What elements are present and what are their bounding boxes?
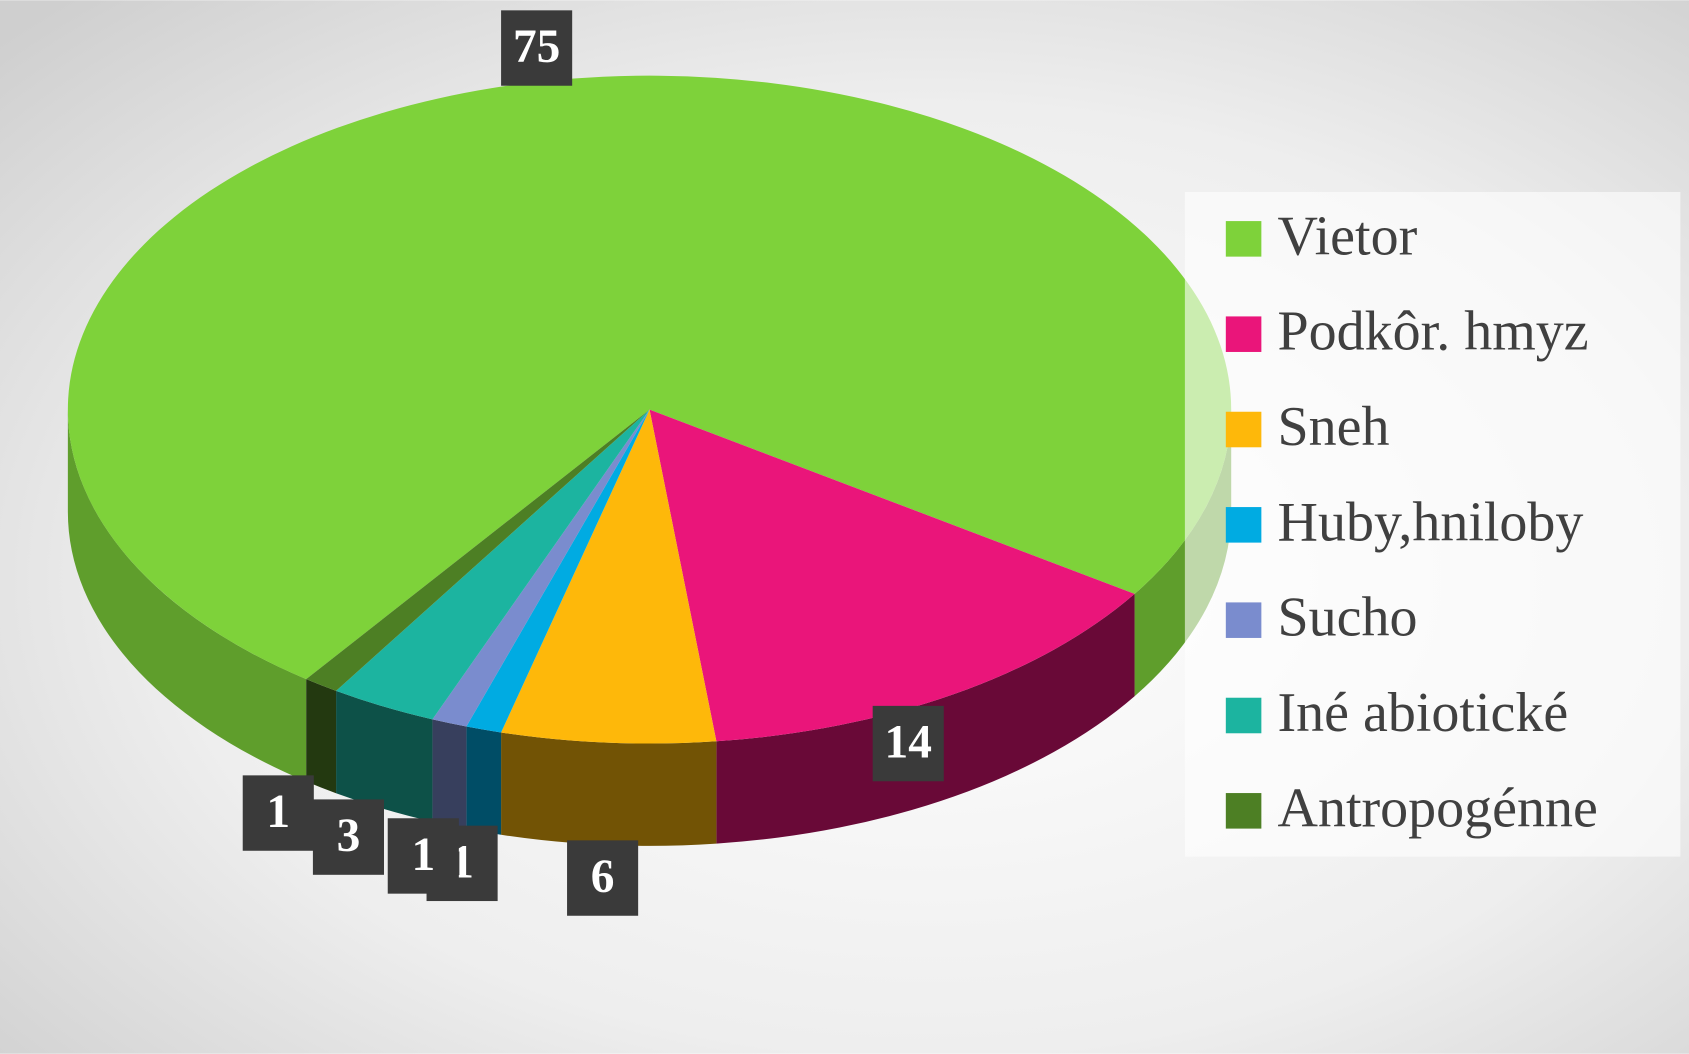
pie-slice [306,409,650,691]
legend-label: Sneh [1278,396,1390,458]
data-label: 1 [411,829,435,881]
data-label: 3 [337,810,361,862]
data-label-box [387,818,459,894]
data-label: 1 [266,786,290,838]
pie-slice [466,409,650,733]
legend-swatch [1225,316,1262,352]
pie-slice [336,409,650,720]
legend-swatch [1225,507,1262,543]
data-label-box [567,840,639,916]
legend-label: Iné abiotické [1278,682,1569,744]
legend: Vietor Podkôr. hmyz Sneh Huby,hniloby Sucho I… [1225,205,1598,839]
pie-side [336,690,433,822]
legend-swatch [1225,411,1262,448]
legend-label: Podkôr. hmyz [1278,301,1589,363]
pie-side [501,732,717,846]
legend-box [1184,192,1681,857]
data-label-box [312,799,384,875]
data-label-box [872,705,944,782]
pie-side [466,726,502,835]
data-label: 75 [513,21,560,73]
pie-slice [501,409,717,744]
data-label: 6 [591,851,615,903]
data-label: 14 [885,717,932,769]
legend-label: Antropogénne [1278,777,1598,839]
data-label-box [242,775,314,851]
pie-slice [432,409,650,727]
pie-side [432,719,467,829]
legend-label: Vietor [1278,205,1418,267]
pie-side [1134,409,1232,697]
pie-tops [67,75,1232,744]
pie-slice [67,75,1232,680]
pie-side [67,409,307,782]
legend-label: Huby,hniloby [1278,491,1584,553]
legend-swatch [1225,602,1262,638]
legend-swatch [1225,793,1262,829]
pie-side [306,679,337,794]
legend-swatch [1225,697,1262,734]
data-label-box [501,10,573,86]
legend-label: Sucho [1278,587,1418,649]
legend-swatch [1225,221,1262,257]
pie-slice [649,409,1135,742]
